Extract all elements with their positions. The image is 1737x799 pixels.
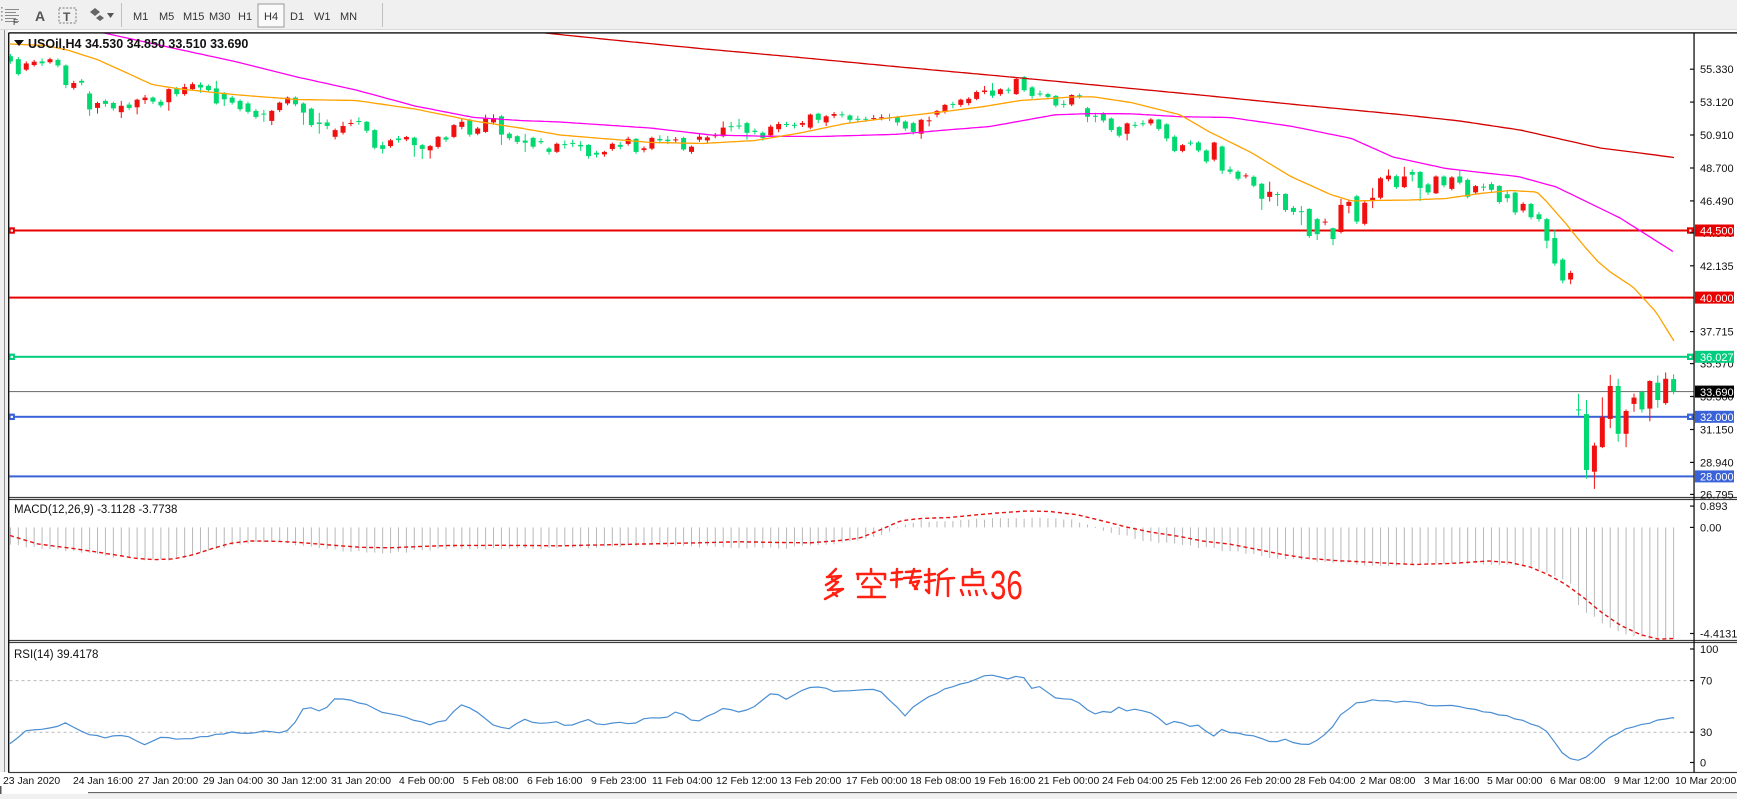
svg-text:48.700: 48.700 bbox=[1700, 163, 1734, 175]
svg-text:0.893: 0.893 bbox=[1700, 501, 1728, 513]
svg-text:12 Feb 12:00: 12 Feb 12:00 bbox=[716, 776, 777, 787]
svg-text:USOil,H4 34.530 34.850 33.510: USOil,H4 34.530 34.850 33.510 33.690 bbox=[28, 37, 248, 51]
svg-text:0: 0 bbox=[1700, 758, 1706, 770]
svg-text:MACD(12,26,9) -3.1128 -3.7738: MACD(12,26,9) -3.1128 -3.7738 bbox=[14, 504, 177, 516]
svg-text:W1: W1 bbox=[314, 11, 331, 23]
svg-text:31.150: 31.150 bbox=[1700, 425, 1734, 437]
svg-text:26.795: 26.795 bbox=[1700, 489, 1734, 501]
svg-text:10 Mar 20:00: 10 Mar 20:00 bbox=[1675, 776, 1736, 787]
svg-text:H4: H4 bbox=[264, 11, 278, 23]
svg-text:50.910: 50.910 bbox=[1700, 130, 1734, 142]
svg-text:MN: MN bbox=[340, 11, 357, 23]
svg-text:M15: M15 bbox=[183, 11, 204, 23]
svg-text:6 Mar 08:00: 6 Mar 08:00 bbox=[1550, 776, 1606, 787]
svg-text:T: T bbox=[63, 10, 71, 24]
svg-text:30 Jan 12:00: 30 Jan 12:00 bbox=[267, 776, 327, 787]
svg-text:M30: M30 bbox=[209, 11, 230, 23]
svg-text:28.940: 28.940 bbox=[1700, 457, 1734, 469]
svg-text:9 Mar 12:00: 9 Mar 12:00 bbox=[1614, 776, 1670, 787]
svg-text:4 Feb 00:00: 4 Feb 00:00 bbox=[399, 776, 455, 787]
svg-text:21 Feb 00:00: 21 Feb 00:00 bbox=[1038, 776, 1099, 787]
svg-text:36: 36 bbox=[990, 562, 1023, 608]
svg-text:H1: H1 bbox=[238, 11, 252, 23]
svg-text:11 Feb 04:00: 11 Feb 04:00 bbox=[652, 776, 713, 787]
svg-text:29 Jan 04:00: 29 Jan 04:00 bbox=[203, 776, 263, 787]
svg-text:55.330: 55.330 bbox=[1700, 64, 1734, 76]
svg-text:A: A bbox=[35, 8, 45, 24]
svg-text:44.500: 44.500 bbox=[1700, 226, 1734, 238]
svg-text:5 Feb 08:00: 5 Feb 08:00 bbox=[463, 776, 519, 787]
svg-text:24 Jan 16:00: 24 Jan 16:00 bbox=[73, 776, 133, 787]
svg-text:9 Feb 23:00: 9 Feb 23:00 bbox=[591, 776, 647, 787]
svg-text:33.690: 33.690 bbox=[1700, 387, 1734, 399]
svg-text:70: 70 bbox=[1700, 676, 1712, 688]
svg-text:28 Feb 04:00: 28 Feb 04:00 bbox=[1294, 776, 1355, 787]
svg-text:18 Feb 08:00: 18 Feb 08:00 bbox=[910, 776, 971, 787]
svg-text:46.490: 46.490 bbox=[1700, 196, 1734, 208]
svg-text:17 Feb 00:00: 17 Feb 00:00 bbox=[846, 776, 907, 787]
svg-text:27 Jan 20:00: 27 Jan 20:00 bbox=[138, 776, 198, 787]
svg-text:42.135: 42.135 bbox=[1700, 261, 1734, 273]
svg-text:37.715: 37.715 bbox=[1700, 327, 1734, 339]
svg-text:26 Feb 20:00: 26 Feb 20:00 bbox=[1230, 776, 1291, 787]
svg-text:0.00: 0.00 bbox=[1700, 522, 1721, 534]
svg-text:F: F bbox=[13, 17, 18, 27]
svg-text:100: 100 bbox=[1700, 644, 1718, 656]
svg-text:RSI(14) 39.4178: RSI(14) 39.4178 bbox=[14, 649, 98, 661]
svg-text:28.000: 28.000 bbox=[1700, 472, 1734, 484]
svg-text:6 Feb 16:00: 6 Feb 16:00 bbox=[527, 776, 583, 787]
svg-text:19 Feb 16:00: 19 Feb 16:00 bbox=[974, 776, 1035, 787]
svg-text:23 Jan 2020: 23 Jan 2020 bbox=[3, 776, 60, 787]
svg-text:5 Mar 00:00: 5 Mar 00:00 bbox=[1487, 776, 1543, 787]
svg-text:D1: D1 bbox=[290, 11, 304, 23]
svg-text:M5: M5 bbox=[159, 11, 174, 23]
svg-text:2 Mar 08:00: 2 Mar 08:00 bbox=[1360, 776, 1416, 787]
svg-text:M1: M1 bbox=[133, 11, 148, 23]
svg-text:32.000: 32.000 bbox=[1700, 412, 1734, 424]
svg-text:31 Jan 20:00: 31 Jan 20:00 bbox=[331, 776, 391, 787]
svg-text:24 Feb 04:00: 24 Feb 04:00 bbox=[1102, 776, 1163, 787]
svg-text:3 Mar 16:00: 3 Mar 16:00 bbox=[1424, 776, 1480, 787]
svg-text:13 Feb 20:00: 13 Feb 20:00 bbox=[780, 776, 841, 787]
svg-text:-4.4131: -4.4131 bbox=[1700, 629, 1737, 641]
svg-text:53.120: 53.120 bbox=[1700, 97, 1734, 109]
svg-text:36.027: 36.027 bbox=[1700, 352, 1734, 364]
svg-text:30: 30 bbox=[1700, 727, 1712, 739]
svg-text:40.000: 40.000 bbox=[1700, 293, 1734, 305]
svg-text:25 Feb 12:00: 25 Feb 12:00 bbox=[1166, 776, 1227, 787]
